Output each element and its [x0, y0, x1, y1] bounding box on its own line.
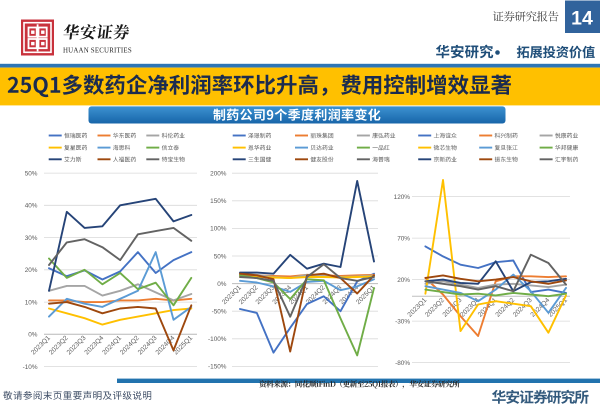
svg-text:0%: 0%	[217, 281, 227, 288]
svg-text:20%: 20%	[397, 277, 410, 284]
svg-text:100%: 100%	[210, 226, 227, 233]
svg-text:-100%: -100%	[208, 336, 227, 343]
svg-text:14: 14	[571, 8, 593, 30]
svg-text:120%: 120%	[394, 194, 411, 201]
svg-text:-30%: -30%	[395, 318, 410, 325]
svg-text:-10%: -10%	[23, 364, 38, 371]
svg-text:-150%: -150%	[208, 364, 227, 371]
svg-text:-80%: -80%	[395, 360, 410, 367]
svg-text:0%: 0%	[28, 332, 38, 339]
svg-text:10%: 10%	[25, 299, 38, 306]
svg-text:HUAAN SECURITIES: HUAAN SECURITIES	[63, 48, 132, 55]
svg-text:20%: 20%	[25, 267, 38, 274]
svg-text:150%: 150%	[210, 198, 227, 205]
svg-text:40%: 40%	[25, 203, 38, 210]
svg-text:200%: 200%	[210, 171, 227, 178]
svg-text:-50%: -50%	[212, 309, 227, 316]
svg-text:30%: 30%	[25, 235, 38, 242]
svg-text:50%: 50%	[25, 170, 38, 177]
svg-text:50%: 50%	[214, 253, 227, 260]
svg-text:70%: 70%	[397, 235, 410, 242]
